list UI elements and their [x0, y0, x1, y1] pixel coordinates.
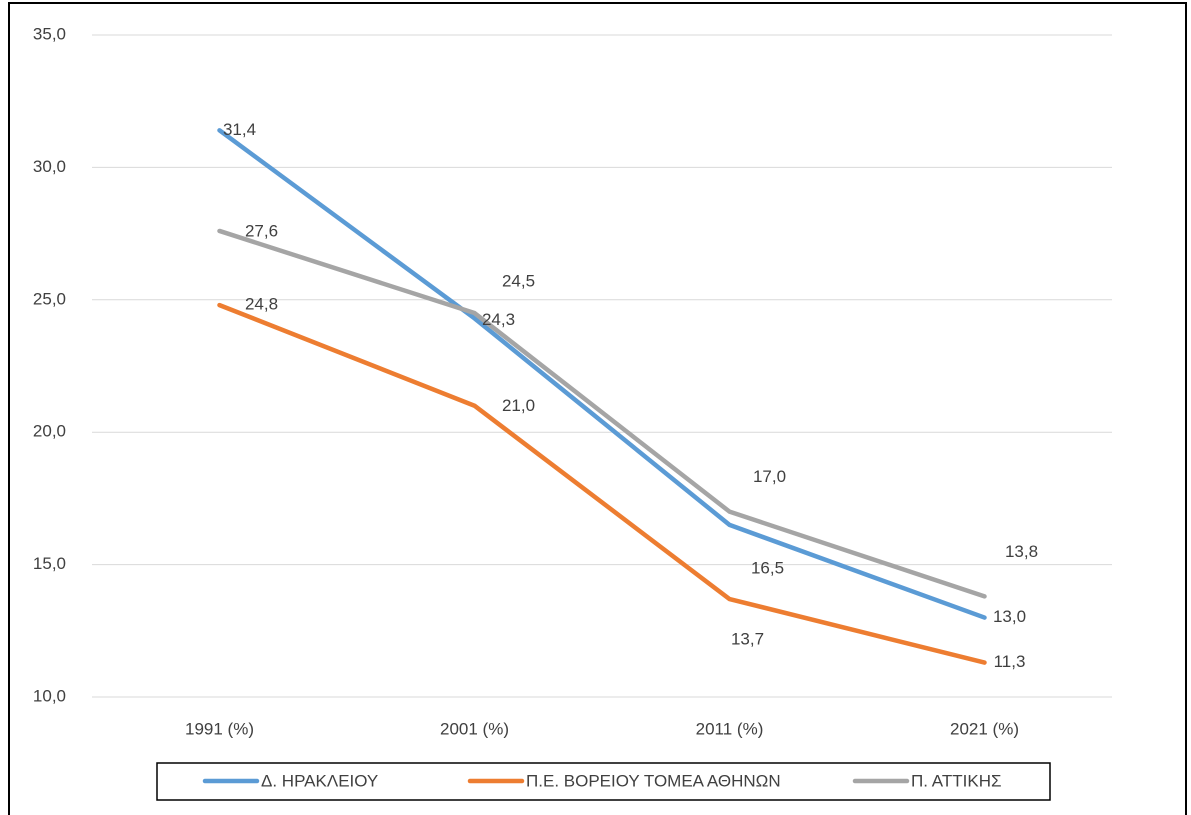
data-label: 16,5 [751, 558, 784, 577]
y-tick-label: 10,0 [33, 686, 66, 705]
legend-label: Π. ΑΤΤΙΚΗΣ [911, 771, 1001, 790]
x-tick-label: 1991 (%) [185, 719, 254, 738]
data-label: 17,0 [753, 467, 786, 486]
data-label: 11,3 [994, 652, 1026, 671]
legend-label: Δ. ΗΡΑΚΛΕΙΟΥ [261, 771, 378, 790]
data-label: 13,8 [1005, 542, 1038, 561]
data-label: 13,7 [731, 630, 764, 649]
data-label: 24,5 [502, 272, 535, 291]
y-tick-label: 15,0 [33, 554, 66, 573]
x-tick-label: 2021 (%) [950, 719, 1019, 738]
y-tick-label: 35,0 [33, 24, 66, 43]
data-label: 27,6 [245, 221, 278, 240]
legend-label: Π.Ε. ΒΟΡΕΙΟΥ ΤΟΜΕΑ ΑΘΗΝΩΝ [526, 771, 781, 790]
x-tick-label: 2001 (%) [440, 719, 509, 738]
series-line [217, 302, 987, 665]
x-tick-label: 2011 (%) [696, 719, 764, 738]
y-tick-label: 30,0 [33, 157, 66, 176]
data-label: 24,3 [482, 310, 515, 329]
data-label: 24,8 [245, 295, 278, 314]
series-line [217, 228, 987, 599]
y-tick-label: 20,0 [33, 422, 66, 441]
data-label: 31,4 [223, 120, 256, 139]
data-label: 21,0 [502, 396, 535, 415]
series-line [217, 128, 987, 620]
data-label: 13,0 [993, 607, 1026, 626]
chart-frame [8, 2, 1187, 815]
y-tick-label: 25,0 [33, 289, 66, 308]
